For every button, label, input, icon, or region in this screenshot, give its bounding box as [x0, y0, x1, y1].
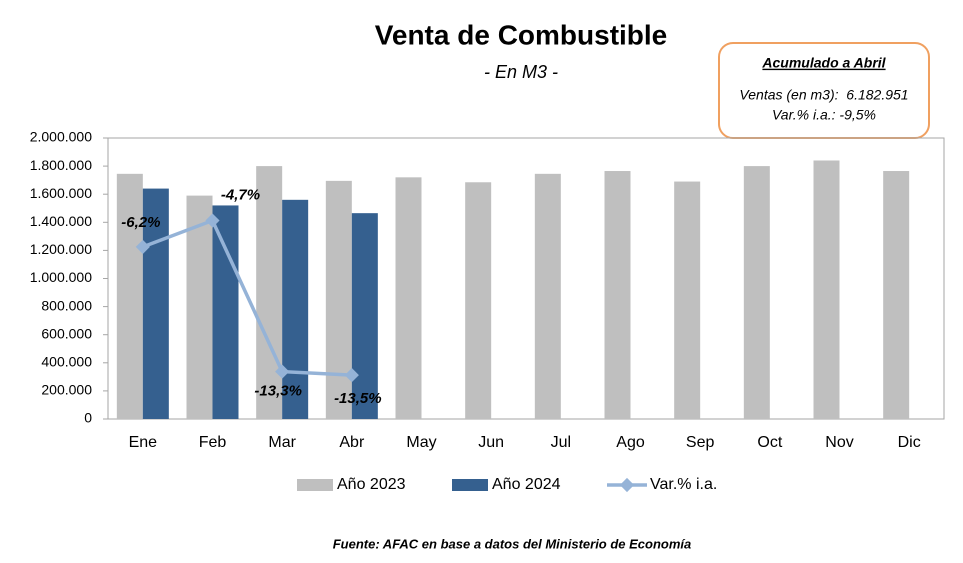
- bar: [212, 205, 239, 419]
- x-tick-label: May: [406, 434, 436, 451]
- bar: [604, 171, 631, 419]
- y-tick-label: 1.400.000: [30, 213, 92, 229]
- legend-label: Var.% i.a.: [650, 476, 717, 493]
- data-label: -13,5%: [334, 390, 382, 407]
- y-tick-label: 0: [84, 410, 92, 426]
- line-marker: [135, 239, 150, 254]
- bar: [813, 160, 840, 420]
- chart-title: Venta de Combustible: [375, 19, 668, 50]
- source-note: Fuente: AFAC en base a datos del Ministe…: [333, 536, 692, 551]
- bar: [116, 173, 143, 419]
- x-tick-label: Sep: [686, 434, 715, 451]
- legend-label: Año 2024: [492, 476, 561, 493]
- x-tick-label: Abr: [339, 434, 365, 451]
- y-tick-label: 1.000.000: [30, 269, 92, 285]
- y-tick-label: 1.200.000: [30, 241, 92, 257]
- legend-swatch: [297, 479, 333, 491]
- legend-label: Año 2023: [337, 476, 406, 493]
- bar: [465, 182, 492, 419]
- bar: [351, 213, 378, 419]
- legend-swatch: [452, 479, 488, 491]
- x-tick-label: Mar: [268, 434, 296, 451]
- y-tick-label: 2.000.000: [30, 129, 92, 145]
- x-tick-label: Jun: [478, 434, 504, 451]
- y-tick-label: 1.600.000: [30, 185, 92, 201]
- x-tick-label: Oct: [757, 434, 782, 451]
- bar: [325, 180, 352, 419]
- bar: [534, 173, 561, 419]
- data-label: -6,2%: [121, 214, 160, 231]
- x-tick-label: Dic: [898, 434, 921, 451]
- summary-line: Var.% i.a.: -9,5%: [772, 107, 876, 123]
- y-tick-label: 400.000: [41, 354, 92, 370]
- legend-swatch: [619, 477, 635, 493]
- bar: [883, 171, 910, 419]
- x-tick-label: Jul: [551, 434, 571, 451]
- bar: [256, 166, 283, 419]
- bar: [142, 188, 169, 419]
- summary-heading: Acumulado a Abril: [761, 55, 886, 71]
- line-marker: [205, 213, 220, 228]
- x-tick-label: Ene: [129, 434, 158, 451]
- bar: [395, 177, 422, 419]
- summary-line: Ventas (en m3): 6.182.951: [739, 87, 908, 103]
- x-tick-label: Ago: [616, 434, 645, 451]
- bar: [674, 181, 701, 419]
- y-tick-label: 1.800.000: [30, 157, 92, 173]
- bar: [743, 166, 770, 419]
- y-tick-label: 200.000: [41, 382, 92, 398]
- x-tick-label: Nov: [825, 434, 853, 451]
- data-label: -4,7%: [221, 187, 260, 204]
- bar: [186, 195, 213, 419]
- chart-subtitle: - En M3 -: [484, 62, 558, 82]
- data-label: -13,3%: [254, 383, 302, 400]
- y-tick-label: 800.000: [41, 297, 92, 313]
- bar: [282, 199, 309, 419]
- x-tick-label: Feb: [199, 434, 227, 451]
- line-marker: [344, 368, 359, 383]
- line-marker: [275, 364, 290, 379]
- line-series: [142, 218, 352, 377]
- y-tick-label: 600.000: [41, 325, 92, 341]
